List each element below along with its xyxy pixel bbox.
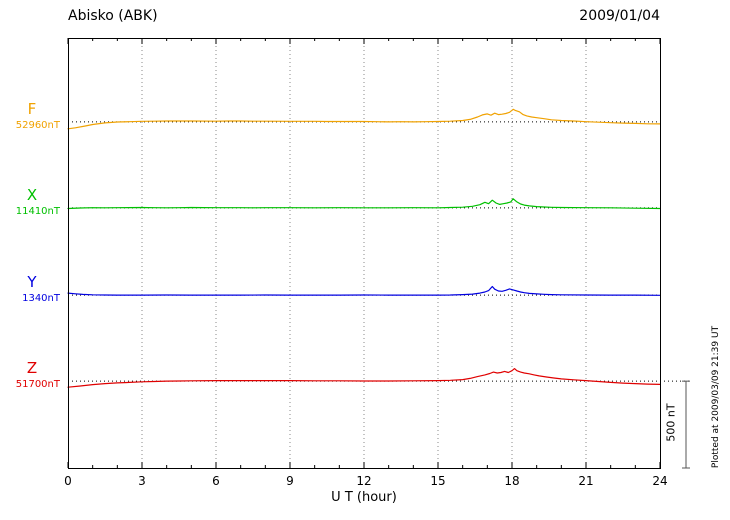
svg-text:0: 0 [64, 474, 72, 488]
svg-text:24: 24 [652, 474, 667, 488]
trace-baseline-Z: 51700nT [15, 379, 60, 390]
svg-text:9: 9 [286, 474, 294, 488]
svg-text:6: 6 [212, 474, 220, 488]
svg-text:15: 15 [430, 474, 445, 488]
trace-label-F: F 52960nT [2, 102, 62, 131]
trace-label-Z: Z 51700nT [2, 361, 62, 390]
trace-name-Z: Z [26, 359, 38, 377]
svg-text:21: 21 [578, 474, 593, 488]
trace-baseline-Y: 1340nT [22, 293, 60, 304]
station-title: Abisko (ABK) [68, 8, 158, 24]
scale-bar-label: 500 nT [664, 403, 678, 442]
svg-text:3: 3 [138, 474, 146, 488]
trace-name-X: X [26, 186, 38, 204]
date-label: 2009/01/04 [579, 8, 660, 24]
trace-label-Y: Y 1340nT [2, 275, 62, 304]
plotted-at-note: Plotted at 2009/03/09 21:39 UT [711, 325, 721, 469]
trace-label-X: X 11410nT [2, 188, 62, 217]
svg-text:18: 18 [504, 474, 519, 488]
trace-name-F: F [27, 100, 37, 118]
trace-baseline-X: 11410nT [15, 206, 60, 217]
trace-name-Y: Y [27, 273, 37, 291]
svg-text:12: 12 [356, 474, 371, 488]
trace-baseline-F: 52960nT [15, 120, 60, 131]
x-axis-label: U T (hour) [331, 490, 397, 505]
